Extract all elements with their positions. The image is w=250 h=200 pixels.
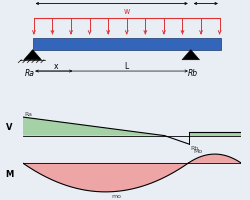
Polygon shape <box>188 132 240 136</box>
Text: b: b <box>202 0 207 2</box>
Text: mo: mo <box>111 193 121 198</box>
Bar <box>32 39 220 50</box>
Text: V: V <box>6 123 13 132</box>
Text: L: L <box>124 62 128 71</box>
Text: x: x <box>54 62 58 71</box>
Polygon shape <box>181 50 199 60</box>
Text: Rb: Rb <box>190 145 198 150</box>
Text: Ra: Ra <box>25 111 33 116</box>
Polygon shape <box>22 117 164 136</box>
Text: Rb: Rb <box>188 68 198 77</box>
Text: Mo: Mo <box>192 149 201 154</box>
Text: a: a <box>109 0 114 2</box>
Polygon shape <box>24 50 41 60</box>
Text: Ra: Ra <box>25 68 35 77</box>
Text: w: w <box>123 7 129 16</box>
Text: M: M <box>5 170 14 179</box>
